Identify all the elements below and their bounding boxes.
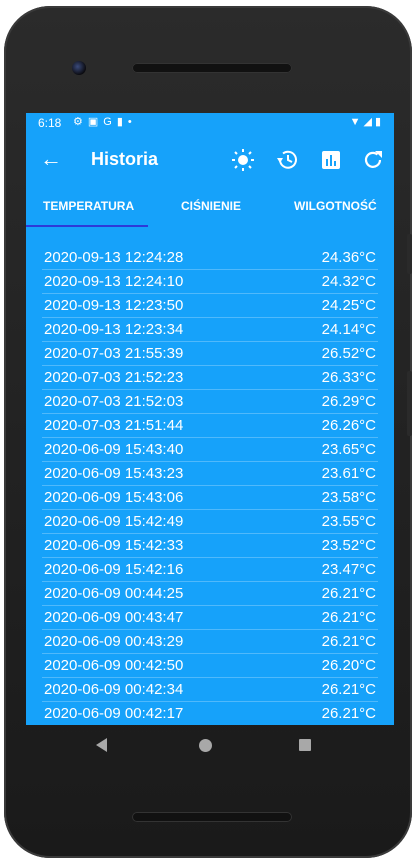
reading-value: 26.21°C (321, 609, 376, 626)
reading-value: 26.21°C (321, 585, 376, 602)
back-arrow-icon[interactable]: ← (40, 146, 62, 171)
brightness-icon[interactable] (230, 147, 256, 173)
reading-datetime: 2020-09-13 12:24:10 (44, 273, 184, 290)
bottom-speaker (132, 812, 292, 822)
list-item[interactable]: 2020-06-09 15:43:23 23.61°C (42, 462, 378, 486)
list-item[interactable]: 2020-06-09 00:42:50 26.20°C (42, 654, 378, 678)
refresh-icon[interactable] (360, 147, 386, 173)
reading-datetime: 2020-06-09 00:44:25 (44, 585, 184, 602)
reading-value: 26.33°C (321, 369, 376, 386)
reading-value: 24.32°C (321, 273, 376, 290)
tab-indicator (26, 225, 148, 227)
reading-datetime: 2020-06-09 00:43:29 (44, 633, 184, 650)
reading-datetime: 2020-06-09 15:42:49 (44, 513, 184, 530)
top-speaker (132, 63, 292, 73)
list-item[interactable]: 2020-09-13 12:24:10 24.32°C (42, 270, 378, 294)
nav-back-icon[interactable] (96, 738, 107, 752)
tab-temperatura[interactable]: TEMPERATURA (43, 199, 135, 213)
list-item[interactable]: 2020-06-09 00:44:25 26.21°C (42, 582, 378, 606)
list-item[interactable]: 2020-07-03 21:52:23 26.33°C (42, 366, 378, 390)
list-item[interactable]: 2020-06-09 15:42:33 23.52°C (42, 534, 378, 558)
reading-datetime: 2020-09-13 12:23:50 (44, 297, 184, 314)
chart-icon[interactable] (318, 147, 344, 173)
reading-datetime: 2020-06-09 15:43:06 (44, 489, 184, 506)
reading-value: 26.21°C (321, 633, 376, 650)
list-item[interactable]: 2020-06-09 15:43:06 23.58°C (42, 486, 378, 510)
reading-value: 23.55°C (321, 513, 376, 530)
list-item[interactable]: 2020-06-09 15:42:49 23.55°C (42, 510, 378, 534)
power-button (407, 371, 412, 436)
nav-recents-icon[interactable] (299, 739, 311, 751)
reading-value: 26.21°C (321, 705, 376, 722)
reading-value: 23.58°C (321, 489, 376, 506)
reading-datetime: 2020-06-09 15:42:33 (44, 537, 184, 554)
reading-datetime: 2020-09-13 12:24:28 (44, 249, 184, 266)
reading-datetime: 2020-06-09 15:43:23 (44, 465, 184, 482)
list-item[interactable]: 2020-09-13 12:23:50 24.25°C (42, 294, 378, 318)
reading-datetime: 2020-06-09 00:43:47 (44, 609, 184, 626)
reading-value: 26.29°C (321, 393, 376, 410)
reading-datetime: 2020-07-03 21:52:23 (44, 369, 184, 386)
app-bar: ← Historia (26, 133, 394, 189)
list-item[interactable]: 2020-07-03 21:55:39 26.52°C (42, 342, 378, 366)
reading-datetime: 2020-06-09 15:42:16 (44, 561, 184, 578)
list-item[interactable]: 2020-07-03 21:52:03 26.29°C (42, 390, 378, 414)
status-bar: 6:18 ⚙▣G▮• ▼◢▮ (26, 113, 394, 133)
reading-datetime: 2020-07-03 21:55:39 (44, 345, 184, 362)
reading-value: 23.65°C (321, 441, 376, 458)
reading-datetime: 2020-06-09 15:43:40 (44, 441, 184, 458)
reading-datetime: 2020-06-09 00:42:17 (44, 705, 184, 722)
sd-icon: ▮ (116, 116, 128, 128)
dot-icon: • (127, 116, 137, 128)
page-title: Historia (91, 149, 159, 169)
reading-datetime: 2020-07-03 21:51:44 (44, 417, 184, 434)
reading-value: 24.36°C (321, 249, 376, 266)
history-icon[interactable] (274, 147, 300, 173)
tab-wilgotnosc[interactable]: WILGOTNOŚĆ (294, 199, 377, 213)
list-item[interactable]: 2020-09-13 12:24:28 24.36°C (42, 246, 378, 270)
phone-frame: 6:18 ⚙▣G▮• ▼◢▮ ← Historia (4, 6, 412, 858)
reading-datetime: 2020-06-09 00:42:50 (44, 657, 184, 674)
list-item[interactable]: 2020-09-13 12:23:34 24.14°C (42, 318, 378, 342)
reading-value: 23.61°C (321, 465, 376, 482)
list-item[interactable]: 2020-06-09 00:42:34 26.21°C (42, 678, 378, 702)
tab-cisnienie[interactable]: CIŚNIENIE (181, 199, 242, 213)
front-camera (72, 61, 86, 75)
system-nav-bar (4, 726, 412, 770)
list-item[interactable]: 2020-06-09 00:42:17 26.21°C (42, 702, 378, 725)
tab-bar: TEMPERATURA CIŚNIENIE WILGOTNOŚĆ (26, 189, 394, 227)
wifi-icon: ▼ (349, 116, 364, 128)
signal-icon: ◢ (363, 116, 375, 128)
reading-datetime: 2020-06-09 00:42:34 (44, 681, 184, 698)
list-item[interactable]: 2020-06-09 00:43:47 26.21°C (42, 606, 378, 630)
reading-value: 23.47°C (321, 561, 376, 578)
g-icon: G (103, 116, 117, 128)
list-item[interactable]: 2020-06-09 00:43:29 26.21°C (42, 630, 378, 654)
list-item[interactable]: 2020-07-03 21:51:44 26.26°C (42, 414, 378, 438)
battery-icon: ▮ (374, 116, 384, 128)
reading-datetime: 2020-07-03 21:52:03 (44, 393, 184, 410)
reading-value: 26.26°C (321, 417, 376, 434)
status-time: 6:18 (38, 116, 62, 130)
a-icon: ▣ (87, 116, 104, 128)
list-item[interactable]: 2020-06-09 15:42:16 23.47°C (42, 558, 378, 582)
app-screen: 6:18 ⚙▣G▮• ▼◢▮ ← Historia (26, 113, 394, 725)
reading-value: 23.52°C (321, 537, 376, 554)
nav-home-icon[interactable] (199, 739, 212, 752)
reading-value: 26.52°C (321, 345, 376, 362)
list-item[interactable]: 2020-06-09 15:43:40 23.65°C (42, 438, 378, 462)
reading-value: 24.25°C (321, 297, 376, 314)
reading-value: 24.14°C (321, 321, 376, 338)
gear-icon: ⚙ (73, 116, 88, 128)
reading-datetime: 2020-09-13 12:23:34 (44, 321, 184, 338)
reading-value: 26.20°C (321, 657, 376, 674)
volume-button (407, 234, 412, 274)
reading-value: 26.21°C (321, 681, 376, 698)
readings-list[interactable]: 2020-09-13 12:24:28 24.36°C 2020-09-13 12:… (42, 246, 378, 725)
